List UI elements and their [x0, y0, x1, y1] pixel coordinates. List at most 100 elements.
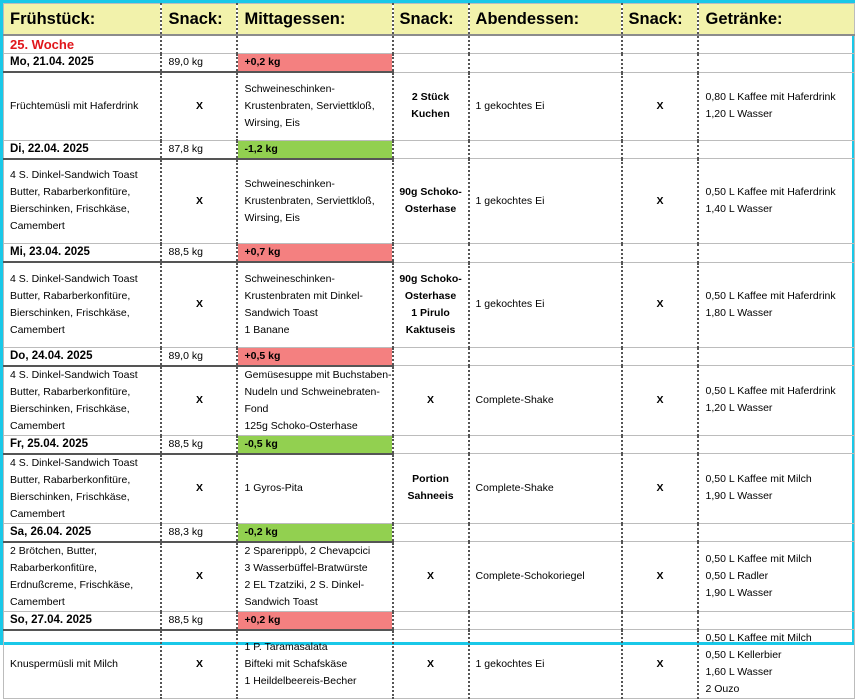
fruehstueck-cell[interactable]: 2 Brötchen, Butter, Rabarberkonfitüre, Erd…	[3, 541, 163, 612]
getraenke-cell[interactable]: 0,50 L Kaffee mit Milch 0,50 L Kellerbier…	[697, 629, 855, 699]
snack-1-cell[interactable]: X	[160, 158, 239, 244]
snack-2-cell[interactable]: 90g Schoko- Osterhase	[392, 158, 470, 244]
weight-cell[interactable]: 88,3 kg	[160, 522, 239, 543]
empty-cell[interactable]	[621, 610, 700, 630]
header-fruehstueck[interactable]: Frühstück:	[3, 3, 163, 36]
header-mittagessen[interactable]: Mittagessen:	[236, 3, 394, 36]
snack-1-cell[interactable]: X	[160, 541, 239, 612]
empty-cell[interactable]	[392, 522, 470, 542]
weight-delta-cell[interactable]: +0,2 kg	[236, 53, 394, 73]
empty-cell[interactable]	[621, 34, 700, 54]
getraenke-cell[interactable]: 0,50 L Kaffee mit Haferdrink 1,80 L Wasse…	[697, 261, 855, 348]
weight-cell[interactable]: 88,5 kg	[160, 434, 239, 455]
empty-cell[interactable]	[468, 34, 623, 54]
abendessen-cell[interactable]: 1 gekochtes Ei	[468, 71, 623, 141]
empty-cell[interactable]	[468, 243, 623, 263]
empty-cell[interactable]	[392, 243, 470, 263]
empty-cell[interactable]	[468, 53, 623, 73]
empty-cell[interactable]	[392, 434, 470, 454]
date-cell[interactable]: Mi, 23.04. 2025	[3, 243, 163, 263]
fruehstueck-cell[interactable]: Knuspermüsli mit Milch	[3, 629, 163, 699]
empty-cell[interactable]	[392, 34, 470, 54]
empty-cell[interactable]	[392, 139, 470, 159]
fruehstueck-cell[interactable]: 4 S. Dinkel-Sandwich Toast Butter, Rabarb…	[3, 261, 163, 348]
empty-cell[interactable]	[621, 139, 700, 159]
snack-3-cell[interactable]: X	[621, 629, 700, 699]
snack-3-cell[interactable]: X	[621, 261, 700, 348]
snack-2-cell[interactable]: X	[392, 365, 470, 436]
date-cell[interactable]: Sa, 26.04. 2025	[3, 522, 163, 543]
snack-3-cell[interactable]: X	[621, 453, 700, 524]
header-snack-2[interactable]: Snack:	[392, 3, 470, 36]
empty-cell[interactable]	[697, 243, 855, 263]
empty-cell[interactable]	[468, 346, 623, 366]
snack-2-cell[interactable]: X	[392, 541, 470, 612]
mittagessen-cell[interactable]: Gemüsesuppe mit Buchstaben- Nudeln und Sc…	[236, 365, 394, 436]
weight-delta-cell[interactable]: -0,5 kg	[236, 434, 394, 455]
weight-cell[interactable]: 89,0 kg	[160, 53, 239, 73]
empty-cell[interactable]	[697, 434, 855, 454]
date-cell[interactable]: Do, 24.04. 2025	[3, 346, 163, 367]
fruehstueck-cell[interactable]: Früchtemüsli mit Haferdrink	[3, 71, 163, 141]
getraenke-cell[interactable]: 0,80 L Kaffee mit Haferdrink 1,20 L Wasse…	[697, 71, 855, 141]
empty-cell[interactable]	[621, 434, 700, 454]
weight-delta-cell[interactable]: -1,2 kg	[236, 139, 394, 160]
weight-cell[interactable]: 88,5 kg	[160, 610, 239, 631]
snack-1-cell[interactable]: X	[160, 71, 239, 141]
mittagessen-cell[interactable]: Schweineschinken- Krustenbraten, Serviett…	[236, 71, 394, 141]
empty-cell[interactable]	[468, 610, 623, 630]
abendessen-cell[interactable]: Complete-Shake	[468, 365, 623, 436]
date-cell[interactable]: So, 27.04. 2025	[3, 610, 163, 631]
empty-cell[interactable]	[697, 53, 855, 73]
snack-1-cell[interactable]: X	[160, 453, 239, 524]
header-abendessen[interactable]: Abendessen:	[468, 3, 623, 36]
empty-cell[interactable]	[468, 522, 623, 542]
snack-3-cell[interactable]: X	[621, 71, 700, 141]
empty-cell[interactable]	[697, 346, 855, 366]
getraenke-cell[interactable]: 0,50 L Kaffee mit Milch 0,50 L Radler 1,90…	[697, 541, 855, 612]
snack-3-cell[interactable]: X	[621, 158, 700, 244]
header-snack-1[interactable]: Snack:	[160, 3, 239, 36]
snack-1-cell[interactable]: X	[160, 629, 239, 699]
empty-cell[interactable]	[236, 34, 394, 54]
empty-cell[interactable]	[392, 53, 470, 73]
empty-cell[interactable]	[697, 522, 855, 542]
weight-delta-cell[interactable]: +0,5 kg	[236, 346, 394, 367]
empty-cell[interactable]	[621, 346, 700, 366]
empty-cell[interactable]	[697, 610, 855, 630]
weight-delta-cell[interactable]: +0,7 kg	[236, 243, 394, 263]
mittagessen-cell[interactable]: 2 Sparerippს, 2 Chevapcici 3 Wasserbüffel…	[236, 541, 394, 612]
mittagessen-cell[interactable]: Schweineschinken- Krustenbraten mit Dinke…	[236, 261, 394, 348]
date-cell[interactable]: Mo, 21.04. 2025	[3, 53, 163, 73]
snack-2-cell[interactable]: 90g Schoko- Osterhase 1 Pirulo Kaktuseis	[392, 261, 470, 348]
snack-1-cell[interactable]: X	[160, 261, 239, 348]
empty-cell[interactable]	[468, 434, 623, 454]
weight-delta-cell[interactable]: -0,2 kg	[236, 522, 394, 543]
date-cell[interactable]: Fr, 25.04. 2025	[3, 434, 163, 455]
abendessen-cell[interactable]: 1 gekochtes Ei	[468, 629, 623, 699]
fruehstueck-cell[interactable]: 4 S. Dinkel-Sandwich Toast Butter, Rabarb…	[3, 365, 163, 436]
empty-cell[interactable]	[697, 34, 855, 54]
empty-cell[interactable]	[621, 53, 700, 73]
mittagessen-cell[interactable]: 1 Gyros-Pita	[236, 453, 394, 524]
empty-cell[interactable]	[697, 139, 855, 159]
abendessen-cell[interactable]: Complete-Schokoriegel	[468, 541, 623, 612]
abendessen-cell[interactable]: Complete-Shake	[468, 453, 623, 524]
abendessen-cell[interactable]: 1 gekochtes Ei	[468, 158, 623, 244]
fruehstueck-cell[interactable]: 4 S. Dinkel-Sandwich Toast Butter, Rabarb…	[3, 453, 163, 524]
snack-3-cell[interactable]: X	[621, 365, 700, 436]
header-getraenke[interactable]: Getränke:	[697, 3, 855, 36]
empty-cell[interactable]	[392, 610, 470, 630]
snack-3-cell[interactable]: X	[621, 541, 700, 612]
snack-2-cell[interactable]: 2 Stück Kuchen	[392, 71, 470, 141]
getraenke-cell[interactable]: 0,50 L Kaffee mit Haferdrink 1,40 L Wasse…	[697, 158, 855, 244]
empty-cell[interactable]	[621, 522, 700, 542]
snack-2-cell[interactable]: X	[392, 629, 470, 699]
empty-cell[interactable]	[160, 34, 239, 54]
date-cell[interactable]: Di, 22.04. 2025	[3, 139, 163, 160]
week-label[interactable]: 25. Woche	[3, 34, 163, 54]
weight-cell[interactable]: 88,5 kg	[160, 243, 239, 263]
empty-cell[interactable]	[468, 139, 623, 159]
weight-delta-cell[interactable]: +0,2 kg	[236, 610, 394, 631]
mittagessen-cell[interactable]: Schweineschinken- Krustenbraten, Serviett…	[236, 158, 394, 244]
